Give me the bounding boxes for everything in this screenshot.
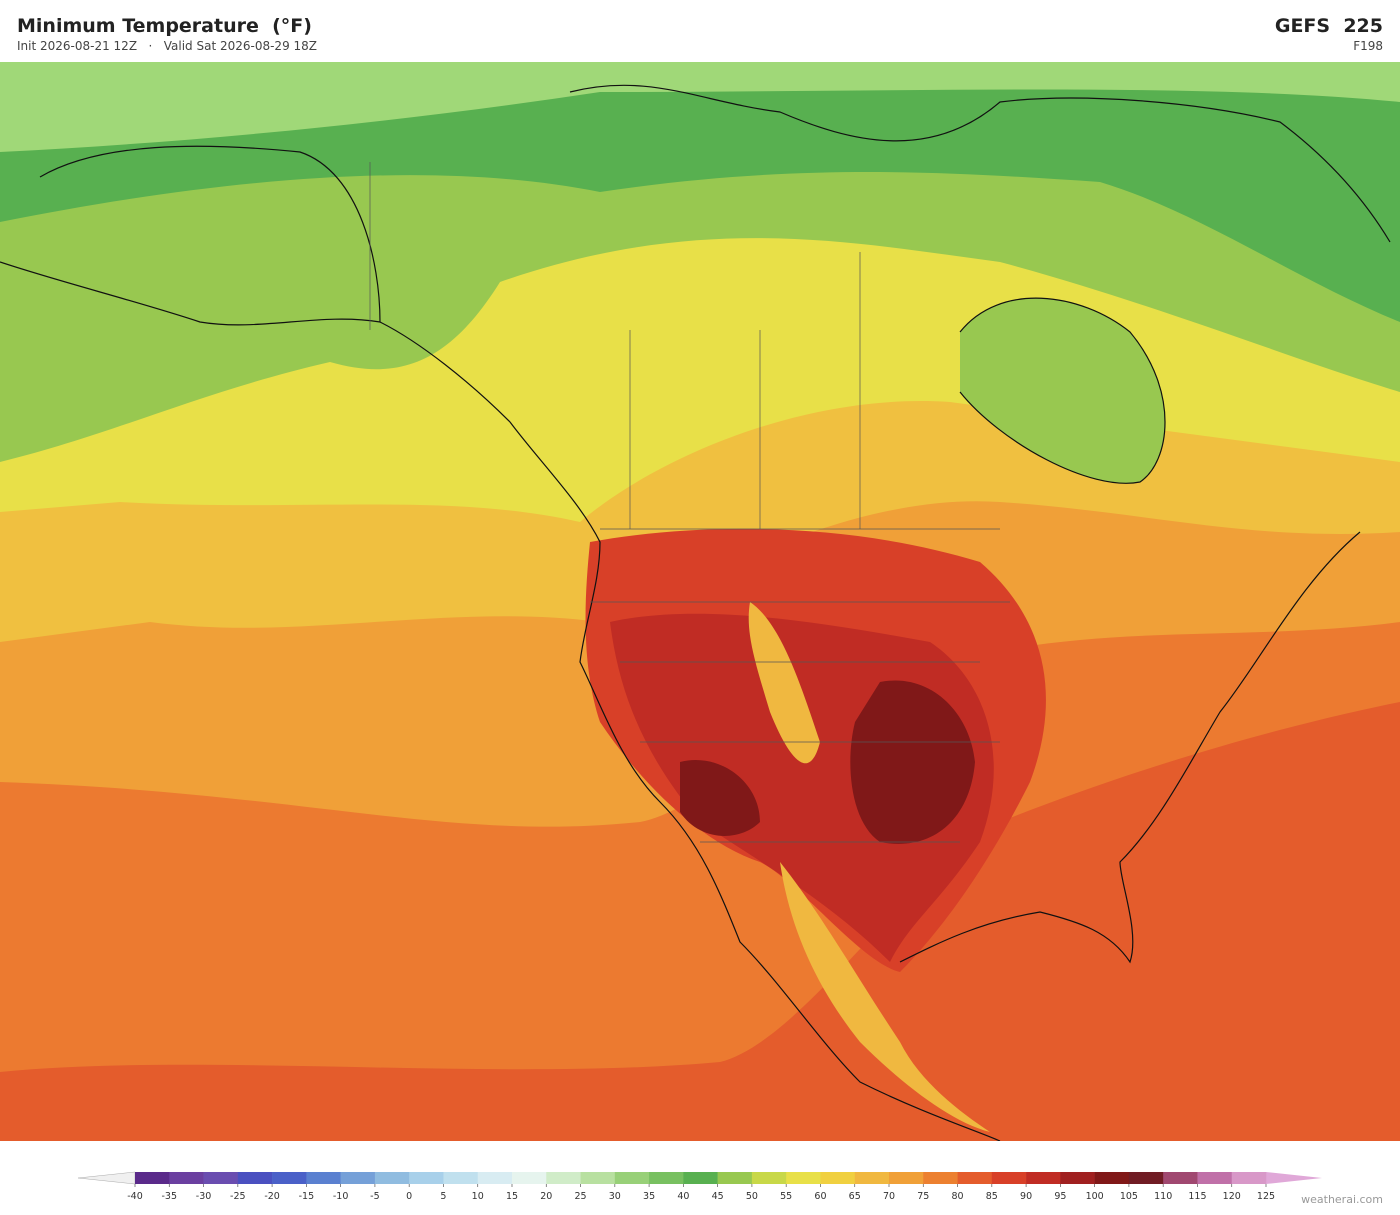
model-label: GEFS 225 bbox=[1274, 15, 1383, 37]
colorbar-tick-label: 105 bbox=[1120, 1191, 1138, 1202]
colorbar-tick-label: 15 bbox=[506, 1191, 518, 1202]
temperature-field bbox=[960, 298, 1165, 484]
colorbar-swatch bbox=[683, 1172, 718, 1184]
colorbar-swatch bbox=[854, 1172, 890, 1184]
colorbar-tick-label: 40 bbox=[677, 1191, 689, 1202]
colorbar-swatch bbox=[340, 1172, 376, 1184]
colorbar-tick-label: 5 bbox=[440, 1191, 446, 1202]
colorbar-tick-label: -30 bbox=[196, 1191, 212, 1202]
coastline bbox=[959, 297, 1166, 484]
colorbar-swatch bbox=[580, 1172, 616, 1184]
colorbar-tick-label: 60 bbox=[814, 1191, 826, 1202]
colorbar-tick-label: 125 bbox=[1257, 1191, 1275, 1202]
colorbar-tick-label: 75 bbox=[917, 1191, 929, 1202]
colorbar-tick-label: 35 bbox=[643, 1191, 655, 1202]
border bbox=[369, 162, 1010, 843]
colorbar-tick-label: 10 bbox=[472, 1191, 484, 1202]
colorbar-swatch bbox=[786, 1172, 821, 1184]
colorbar-swatch bbox=[1060, 1172, 1095, 1184]
colorbar-swatch bbox=[1094, 1172, 1130, 1184]
colorbar-swatch bbox=[272, 1172, 307, 1184]
colorbar-swatch bbox=[957, 1172, 993, 1184]
colorbar-tick-label: -15 bbox=[299, 1191, 315, 1202]
colorbar-swatch bbox=[1231, 1172, 1267, 1184]
colorbar-swatch bbox=[751, 1172, 787, 1184]
map-subtitle: Init 2026-08-21 12Z · Valid Sat 2026-08-… bbox=[17, 39, 318, 53]
colorbar-swatch bbox=[1197, 1172, 1233, 1184]
colorbar-swatch bbox=[923, 1172, 958, 1184]
coastline bbox=[39, 145, 1001, 1141]
colorbar-tick-label: -25 bbox=[230, 1191, 246, 1202]
colorbar-swatch bbox=[1026, 1172, 1061, 1184]
colorbar-swatch bbox=[1128, 1172, 1164, 1184]
map bbox=[0, 62, 1400, 1141]
colorbar-tick-label: 120 bbox=[1223, 1191, 1241, 1202]
colorbar-tick-label: -40 bbox=[127, 1191, 143, 1202]
colorbar-swatch bbox=[203, 1172, 239, 1184]
colorbar-tick-label: 100 bbox=[1086, 1191, 1104, 1202]
colorbar-swatch bbox=[614, 1172, 650, 1184]
colorbar-tick-label: 70 bbox=[883, 1191, 895, 1202]
colorbar-swatch bbox=[409, 1172, 444, 1184]
temperature-field bbox=[0, 62, 1400, 152]
colorbar-under bbox=[77, 1171, 136, 1185]
colorbar-tick-label: 20 bbox=[540, 1191, 552, 1202]
colorbar-swatch bbox=[306, 1172, 341, 1184]
colorbar-tick-label: -5 bbox=[370, 1191, 379, 1202]
colorbar-tick-label: 115 bbox=[1188, 1191, 1206, 1202]
colorbar-tick-label: -35 bbox=[162, 1191, 178, 1202]
colorbar-swatch bbox=[443, 1172, 479, 1184]
colorbar-tick-label: -20 bbox=[264, 1191, 280, 1202]
coastline bbox=[569, 84, 1391, 243]
colorbar-swatch bbox=[477, 1172, 513, 1184]
colorbar-swatch bbox=[135, 1172, 170, 1184]
colorbar-tick-label: 90 bbox=[1020, 1191, 1032, 1202]
colorbar-swatch bbox=[1163, 1172, 1198, 1184]
colorbar-tick-label: -10 bbox=[333, 1191, 349, 1202]
map-title: Minimum Temperature (°F) bbox=[17, 15, 312, 37]
colorbar-over bbox=[1266, 1172, 1322, 1184]
temperature-field bbox=[680, 680, 975, 844]
colorbar-swatch bbox=[374, 1172, 410, 1184]
colorbar-swatch bbox=[169, 1172, 204, 1184]
colorbar-swatch bbox=[820, 1172, 856, 1184]
colorbar-tick-label: 55 bbox=[780, 1191, 792, 1202]
coastline bbox=[899, 531, 1361, 964]
colorbar-tick-label: 65 bbox=[849, 1191, 861, 1202]
colorbar-tick-label: 110 bbox=[1154, 1191, 1172, 1202]
colorbar-tick-label: 0 bbox=[406, 1191, 412, 1202]
colorbar-swatch bbox=[546, 1172, 581, 1184]
colorbar-swatch bbox=[237, 1172, 273, 1184]
colorbar-swatch bbox=[717, 1172, 753, 1184]
temperature-field bbox=[748, 602, 990, 1132]
temperature-field bbox=[0, 62, 1400, 322]
colorbar-tick-label: 25 bbox=[574, 1191, 586, 1202]
colorbar-tick-label: 45 bbox=[712, 1191, 724, 1202]
colorbar-tick-label: 80 bbox=[951, 1191, 963, 1202]
colorbar-tick-label: 50 bbox=[746, 1191, 758, 1202]
colorbar: -40 -35 -30 -25 -20 -15 -10 -5 0 5 10 15 20 25 30 35 40 4… bbox=[77, 1171, 1322, 1202]
forecast-hour: F198 bbox=[1353, 39, 1383, 53]
colorbar-swatch bbox=[649, 1172, 684, 1184]
colorbar-tick-label: 30 bbox=[609, 1191, 621, 1202]
coastline bbox=[0, 261, 381, 326]
colorbar-tick-label: 85 bbox=[986, 1191, 998, 1202]
colorbar-tick-label: 95 bbox=[1054, 1191, 1066, 1202]
colorbar-swatch bbox=[889, 1172, 924, 1184]
colorbar-swatch bbox=[991, 1172, 1027, 1184]
colorbar-swatch bbox=[512, 1172, 547, 1184]
watermark: weatherai.com bbox=[1301, 1193, 1383, 1206]
